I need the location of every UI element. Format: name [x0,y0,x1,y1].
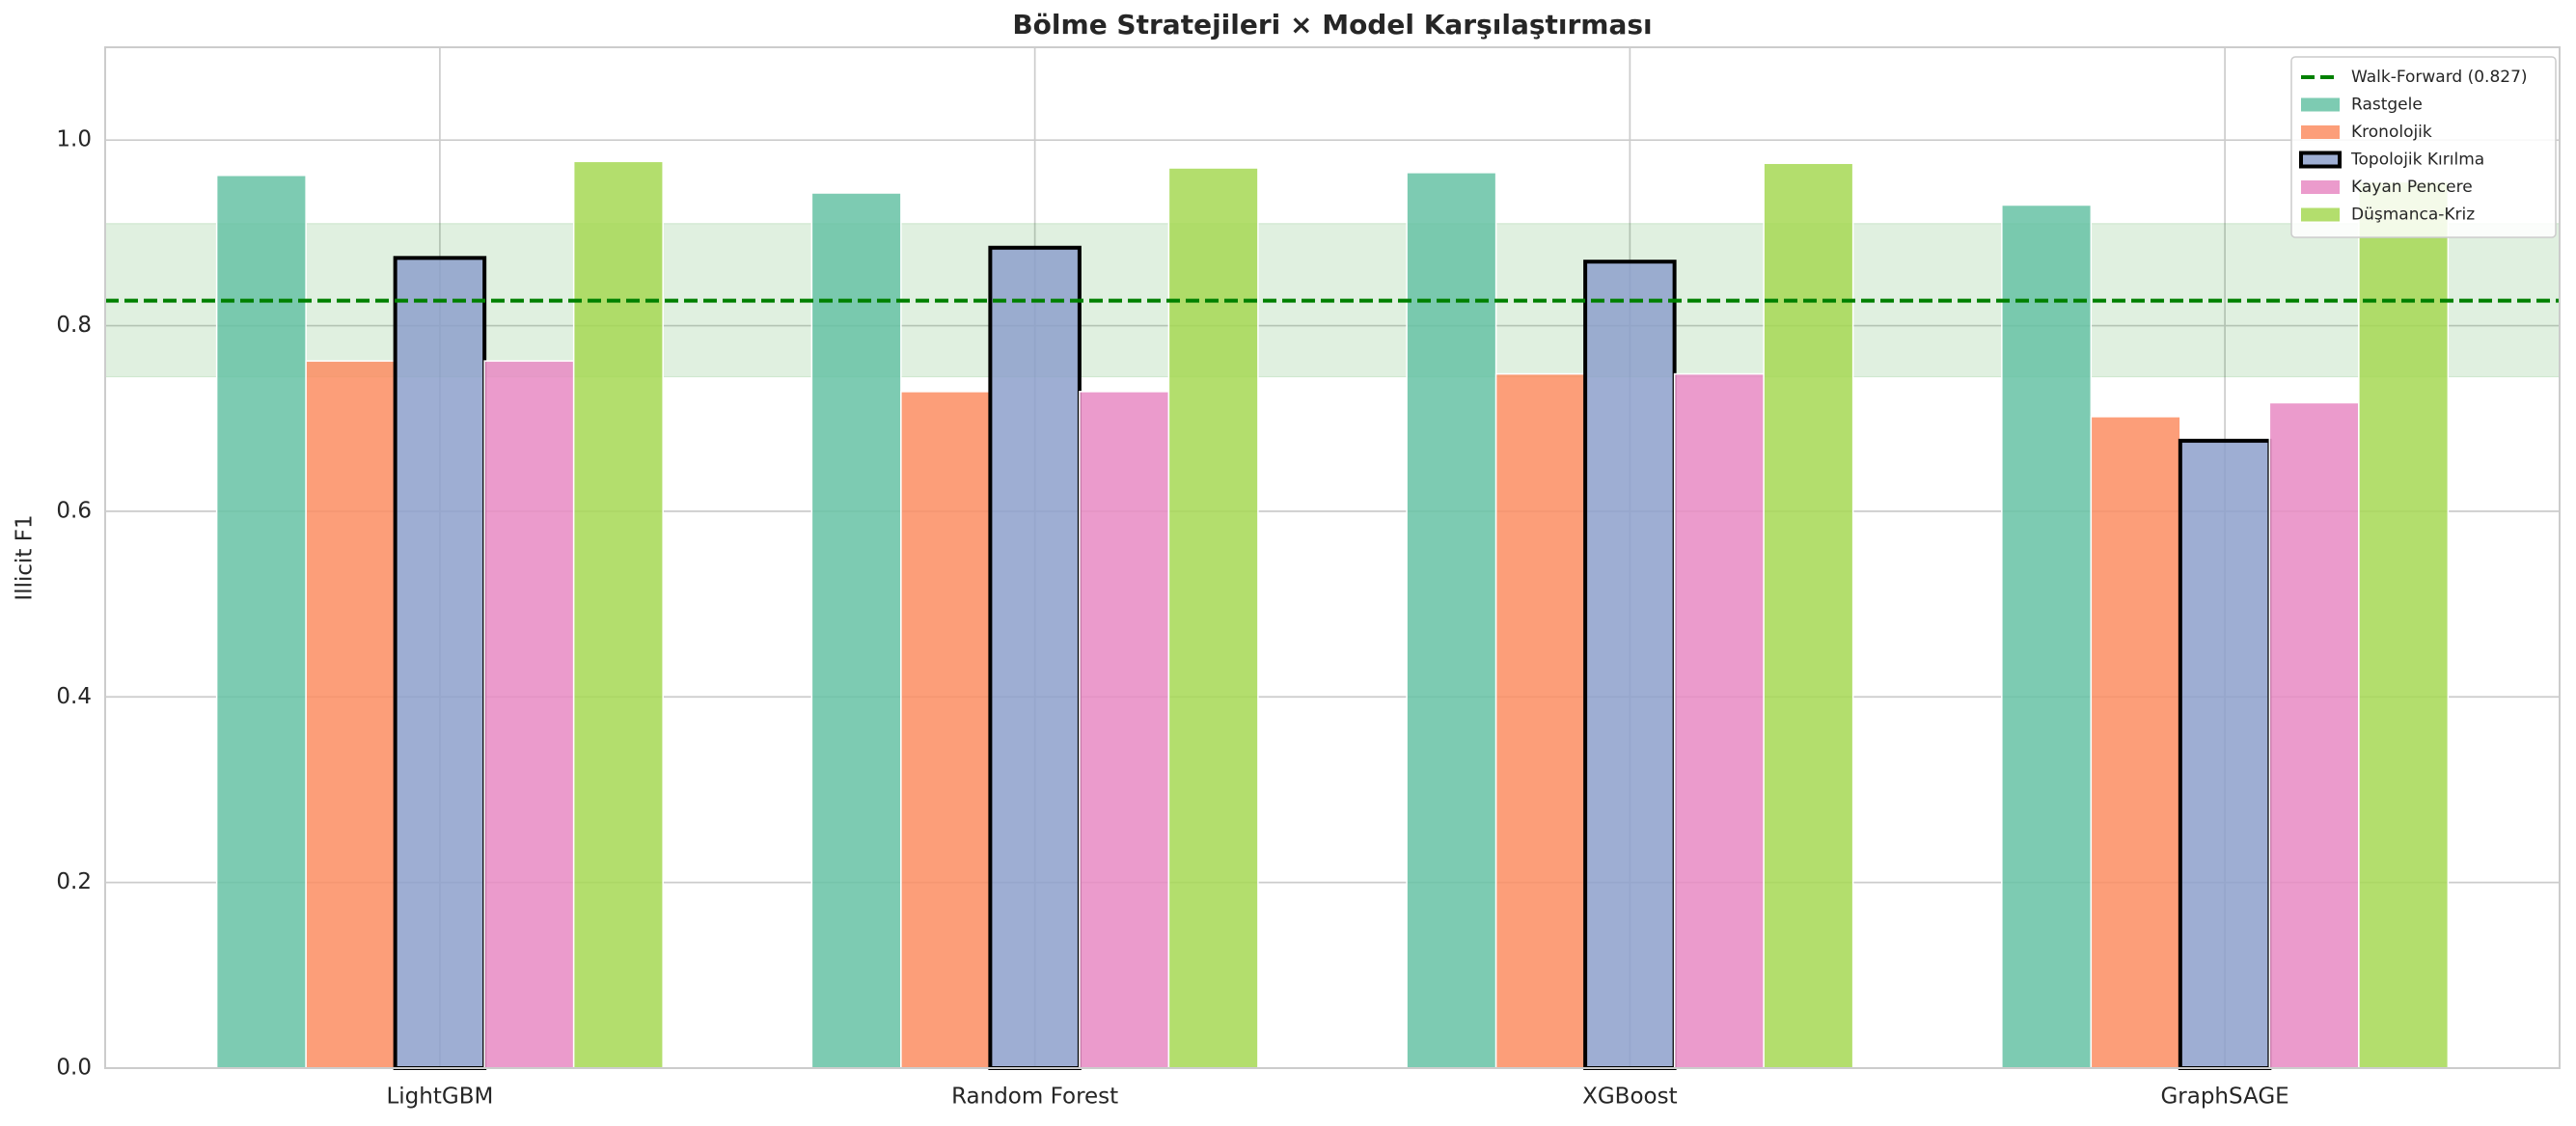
bar [2001,204,2093,1069]
y-tick-label: 0.2 [56,869,92,894]
bar [393,256,487,1071]
legend-swatch [2299,151,2342,169]
legend-label: Walk-Forward (0.827) [2351,68,2528,87]
legend-label: Rastgele [2351,96,2423,115]
x-tick-label: GraphSAGE [2160,1085,2288,1110]
bar [2090,416,2181,1069]
bar [1494,372,1586,1069]
legend: Walk-Forward (0.827) Rastgele Kronolojik To… [2290,56,2557,238]
bar [988,245,1082,1070]
legend-label: Kronolojik [2351,123,2432,142]
y-tick-label: 0.8 [56,313,92,338]
y-tick-label: 0.4 [56,684,92,709]
x-tick-label: LightGBM [386,1085,493,1110]
legend-frame [2290,56,2557,238]
bar [1583,260,1677,1070]
y-axis-label: Illicit F1 [13,514,38,600]
y-tick-label: 0.6 [56,498,92,523]
legend-swatch [2301,125,2340,139]
y-tick-label: 1.0 [56,127,92,152]
bar [1079,391,1170,1069]
bar [572,160,664,1069]
legend-label: Topolojik Kırılma [2350,151,2484,170]
bar [900,391,992,1069]
bar [1763,162,1854,1069]
bar [1167,167,1259,1069]
legend-swatch [2301,97,2340,112]
bar [2268,401,2360,1069]
bar [2358,180,2450,1069]
bar [810,192,902,1069]
x-tick-label: Random Forest [951,1085,1118,1110]
legend-label: Düşmanca-Kriz [2351,206,2475,225]
bar [483,360,575,1069]
legend-swatch [2301,180,2340,194]
bar [2178,438,2272,1070]
chart-title: Bölme Stratejileri × Model Karşılaştırma… [1012,9,1652,41]
legend-label: Kayan Pencere [2351,178,2473,197]
bar [1673,372,1765,1069]
plot-frame [104,46,2561,1069]
bar [215,174,307,1069]
legend-swatch [2301,207,2340,222]
bar [305,360,397,1069]
bar [1406,172,1497,1069]
y-tick-label: 0.0 [56,1056,92,1081]
x-tick-label: XGBoost [1582,1085,1678,1110]
